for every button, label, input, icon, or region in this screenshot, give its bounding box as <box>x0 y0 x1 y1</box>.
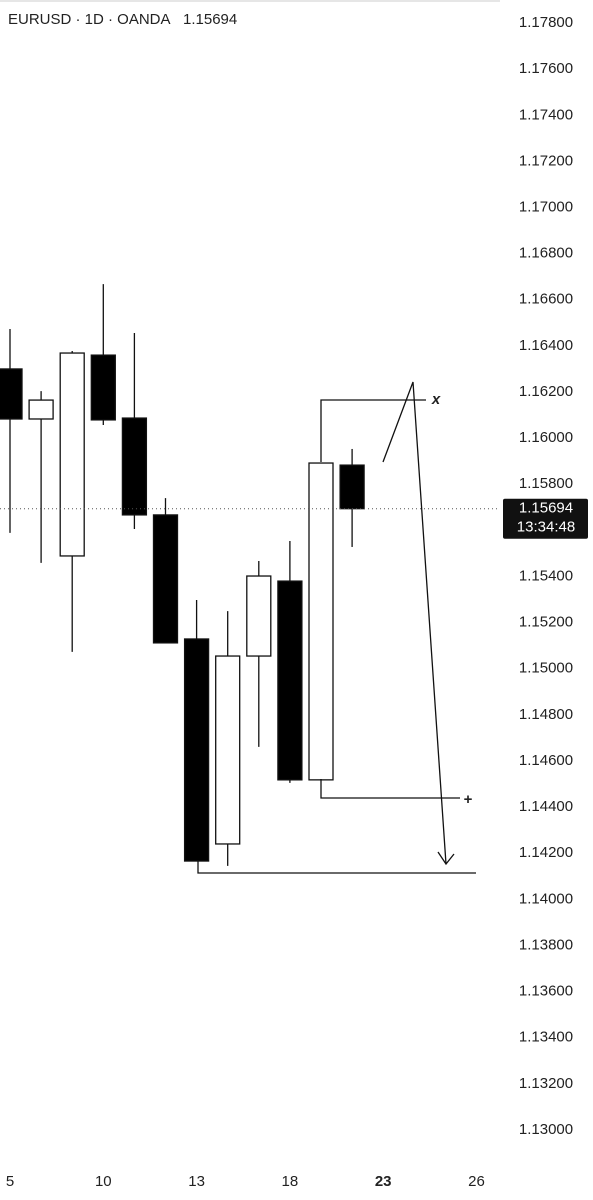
y-tick-label: 1.14400 <box>519 798 573 815</box>
candle-body <box>90 354 116 421</box>
y-tick-label: 1.16600 <box>519 291 573 308</box>
y-tick-label: 1.13200 <box>519 1075 573 1092</box>
x-tick-label: 10 <box>95 1173 112 1190</box>
header-price: 1.15694 <box>183 11 237 28</box>
candle-body <box>121 417 148 516</box>
y-tick-label: 1.17200 <box>519 152 573 169</box>
candle-body <box>183 638 210 862</box>
candle-body <box>246 575 272 657</box>
drawings: x + <box>197 381 476 874</box>
y-tick-label: 1.15800 <box>519 475 573 492</box>
drawn-line <box>320 399 426 462</box>
y-tick-label: 1.17600 <box>519 60 573 77</box>
price-badge <box>503 498 588 539</box>
candle-body <box>277 580 303 781</box>
y-tick-label: 1.15400 <box>519 567 573 584</box>
drawn-line <box>320 779 460 799</box>
y-tick-label: 1.16200 <box>519 383 573 400</box>
drawn-arrow <box>382 381 447 865</box>
y-tick-label: 1.17000 <box>519 199 573 216</box>
candle-body <box>28 399 54 420</box>
chart-title: EURUSD · 1D · OANDA <box>8 11 171 28</box>
price-label: 1.15694 <box>519 500 573 517</box>
y-tick-label: 1.17800 <box>519 14 573 31</box>
y-tick-label: 1.17400 <box>519 106 573 123</box>
countdown-label: 13:34:48 <box>517 519 575 536</box>
candle-body <box>59 352 85 557</box>
annotation: + <box>464 791 473 808</box>
annotation: x <box>431 391 441 408</box>
y-tick-label: 1.13800 <box>519 936 573 953</box>
y-tick-label: 1.15000 <box>519 660 573 677</box>
y-tick-label: 1.14000 <box>519 890 573 907</box>
arrow-head <box>437 851 455 866</box>
y-tick-label: 1.16800 <box>519 245 573 262</box>
y-tick-label: 1.14200 <box>519 844 573 861</box>
candle-body <box>152 514 179 644</box>
x-tick-label: 5 <box>6 1173 14 1190</box>
y-tick-label: 1.16400 <box>519 337 573 354</box>
y-tick-label: 1.14600 <box>519 752 573 769</box>
y-tick-label: 1.15200 <box>519 614 573 631</box>
y-tick-label: 1.14800 <box>519 706 573 723</box>
x-tick-label: 13 <box>188 1173 205 1190</box>
drawn-line <box>197 860 476 874</box>
y-tick-label: 1.13400 <box>519 1029 573 1046</box>
y-tick-label: 1.13600 <box>519 983 573 1000</box>
y-tick-label: 1.16000 <box>519 429 573 446</box>
x-tick-label: 23 <box>375 1173 392 1190</box>
candle-body <box>0 368 23 420</box>
x-tick-label: 18 <box>282 1173 299 1190</box>
candle-body <box>215 655 241 845</box>
y-tick-label: 1.13000 <box>519 1121 573 1138</box>
candle-body <box>339 464 365 510</box>
candle-body <box>308 462 334 781</box>
x-tick-label: 26 <box>468 1173 485 1190</box>
